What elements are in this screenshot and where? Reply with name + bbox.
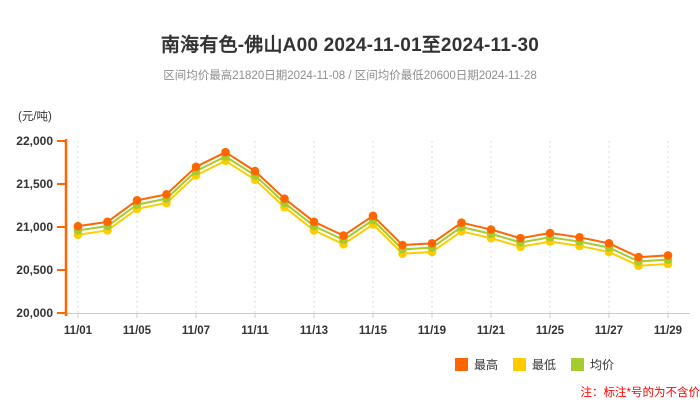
legend-item-high: 最高: [455, 356, 498, 373]
data-point-high: [132, 196, 142, 205]
data-point-high: [516, 233, 525, 243]
legend-swatch-low-icon: [513, 358, 527, 371]
data-point-high: [309, 217, 319, 227]
x-axis-tick-label: 11/11: [241, 325, 269, 337]
data-point-high: [250, 166, 260, 176]
data-point-high: [221, 147, 230, 157]
legend-label-high: 最高: [474, 358, 499, 372]
data-point-high: [162, 190, 171, 199]
x-axis-tick-label: 11/07: [182, 325, 210, 337]
price-disclaimer-note: 注：标注*号的为不含价: [580, 387, 700, 399]
data-point-high: [545, 228, 555, 238]
legend-label-avg: 均价: [590, 358, 615, 372]
chart-legend: 最高 最低 均价: [455, 356, 614, 373]
data-point-high: [604, 239, 614, 248]
data-point-high: [398, 240, 407, 250]
x-axis-tick-label: 11/15: [359, 325, 388, 337]
y-axis: 22,000 21,500 21,000 20,500 20,000: [16, 134, 68, 320]
data-point-high: [191, 162, 201, 172]
x-axis-tick-label: 11/21: [477, 325, 506, 337]
legend-item-avg: 均价: [571, 356, 614, 373]
data-point-high: [368, 211, 378, 221]
data-point-high: [457, 218, 466, 227]
data-point-high: [103, 217, 112, 227]
data-point-high: [575, 233, 584, 242]
data-point-high: [339, 231, 348, 240]
x-axis-tick-label: 11/13: [300, 325, 328, 337]
legend-item-low: 最低: [513, 356, 556, 373]
data-point-high: [634, 252, 643, 262]
y-axis-tick-label: 21,500: [16, 177, 53, 191]
x-axis-tick-label: 11/25: [536, 325, 565, 337]
data-point-high: [663, 251, 673, 260]
data-point-high: [73, 221, 83, 231]
x-axis-tick-label: 11/01: [64, 325, 93, 337]
legend-swatch-high-icon: [455, 358, 468, 371]
chart-subtitle: 区间均价最高21820日期2024-11-08 / 区间均价最低20600日期2…: [163, 70, 537, 82]
data-point-high: [280, 194, 289, 203]
x-axis-tick-label: 11/05: [123, 325, 152, 337]
y-axis-tick-label: 21,000: [16, 220, 53, 234]
y-axis-tick-label: 22,000: [16, 134, 53, 148]
page-title: 南海有色-佛山A00 2024-11-01至2024-11-30: [160, 35, 540, 56]
y-axis-tick-label: 20,000: [16, 306, 53, 320]
legend-swatch-avg-icon: [571, 358, 585, 371]
x-axis-tick-label: 11/19: [418, 325, 446, 337]
x-axis-tick-label: 11/29: [654, 325, 682, 337]
x-axis-tick-label: 11/27: [595, 325, 623, 337]
data-point-high: [486, 225, 496, 234]
y-axis-tick-label: 20,500: [16, 263, 53, 277]
legend-label-low: 最低: [532, 358, 557, 372]
series-high-line: [73, 147, 673, 262]
data-point-high: [427, 239, 437, 248]
x-axis: 11/01 11/05 11/07 11/11 11/13 11/15 11/19 11/21…: [64, 313, 690, 337]
y-axis-unit-label: (元/吨): [18, 111, 52, 123]
